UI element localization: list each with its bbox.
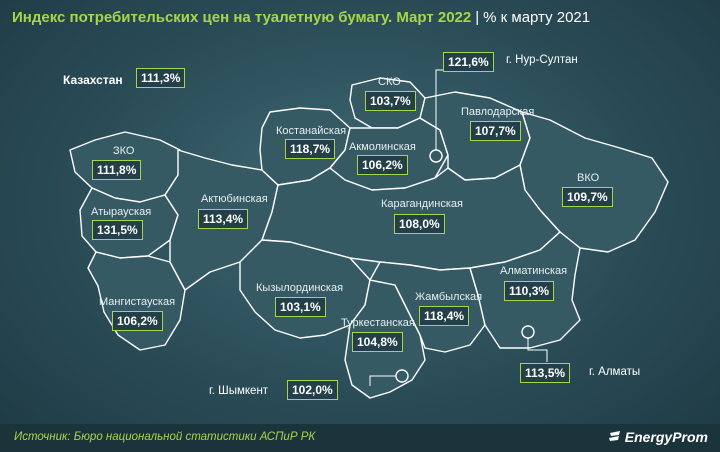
city-value-nursultan: 121,6% (443, 52, 494, 72)
city-label-shymkent: г. Шымкент (209, 385, 269, 397)
chart-title: Индекс потребительских цен на туалетную … (12, 9, 590, 26)
region-value-akmola: 106,2% (357, 155, 408, 175)
region-label-atyrau: Атырауская (91, 206, 152, 218)
brand-logo: EnergyProm (608, 429, 708, 445)
region-value-pavlodar: 107,7% (470, 121, 521, 141)
region-label-pavlodar: Павлодарская (461, 106, 535, 118)
region-value-zhambyl: 118,4% (419, 306, 470, 326)
almaty-leader-line (527, 338, 548, 362)
country-name: Казахстан (63, 73, 123, 87)
title-subtitle: % к марту 2021 (483, 9, 591, 26)
region-value-zko: 111,8% (92, 160, 142, 180)
brand-logo-text: EnergyProm (624, 429, 708, 445)
shymkent-leader-line (369, 375, 396, 386)
region-value-mangistau: 106,2% (112, 311, 163, 331)
region-label-sko: СКО (378, 76, 401, 88)
title-text: Индекс потребительских цен на туалетную … (12, 9, 472, 26)
region-value-almaty: 110,3% (504, 281, 555, 301)
title-separator: | (475, 9, 480, 26)
region-label-turkestan: Туркестанская (341, 317, 415, 329)
country-value: 111,3% (136, 68, 186, 88)
source-note: Источник: Бюро национальной статистики А… (14, 431, 316, 443)
region-label-almaty: Алматинская (500, 265, 568, 277)
region-value-kostanay: 118,7% (285, 139, 336, 159)
region-value-turkestan: 104,8% (352, 332, 403, 352)
region-value-aktobe: 113,4% (198, 209, 249, 229)
region-label-karaganda: Карагандинская (381, 198, 463, 210)
region-label-zhambyl: Жамбылская (415, 291, 483, 303)
region-value-karaganda: 108,0% (394, 214, 445, 234)
city-label-nursultan: г. Нур-Султан (506, 54, 578, 66)
region-label-kyzylorda: Кызылординская (256, 282, 344, 294)
energyprom-logo-icon (608, 430, 622, 444)
region-label-aktobe: Актюбинская (201, 193, 268, 205)
region-label-zko: ЗКО (113, 145, 135, 157)
region-value-sko: 103,7% (365, 91, 416, 111)
region-label-akmola: Акмолинская (349, 141, 416, 153)
city-value-shymkent: 102,0% (287, 380, 338, 400)
region-value-vko: 109,7% (562, 187, 613, 207)
region-label-mangistau: Мангистауская (99, 296, 176, 308)
city-label-almaty: г. Алматы (589, 366, 641, 378)
region-value-atyrau: 131,5% (92, 220, 143, 240)
footer-bar: Источник: Бюро национальной статистики А… (0, 424, 720, 452)
region-label-kostanay: Костанайская (276, 125, 347, 137)
city-value-almaty: 113,5% (520, 363, 571, 383)
region-label-vko: ВКО (577, 172, 600, 184)
region-value-kyzylorda: 103,1% (275, 297, 326, 317)
